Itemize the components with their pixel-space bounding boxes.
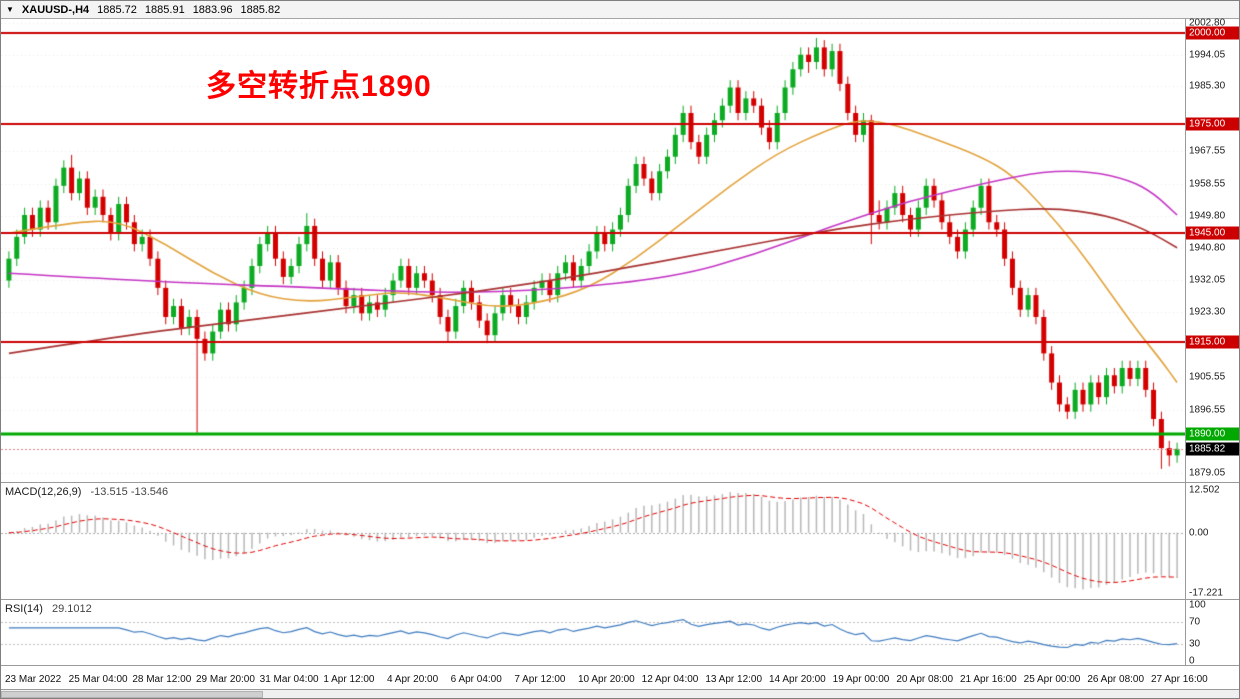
macd-indicator-label: MACD(12,26,9) -13.515 -13.546 [5, 486, 168, 498]
price-axis-label: 1994.05 [1189, 49, 1226, 61]
time-axis-label: 4 Apr 20:00 [387, 674, 439, 685]
time-axis-label: 21 Apr 16:00 [960, 674, 1017, 685]
rsi-axis-label: 0 [1189, 655, 1195, 667]
price-axis-label: 1879.05 [1189, 467, 1226, 479]
rsi-axis-label: 30 [1189, 638, 1201, 650]
quote-open: 1885.72 [97, 3, 137, 16]
price-axis-label: 1967.55 [1189, 145, 1226, 157]
macd-values: -13.515 -13.546 [90, 486, 169, 498]
hline-price-badge: 1945.00 [1186, 226, 1239, 240]
price-axis-label: 1958.55 [1189, 178, 1226, 190]
macd-panel: MACD(12,26,9) -13.515 -13.546 12.502 0.00… [1, 483, 1239, 600]
time-axis-label: 20 Apr 08:00 [896, 674, 954, 685]
time-axis-label: 7 Apr 12:00 [514, 674, 566, 685]
time-axis[interactable]: 23 Mar 2022 25 Mar 04:00 28 Mar 12:00 29 Ma… [1, 666, 1239, 690]
candlestick-canvas[interactable] [1, 19, 1185, 482]
price-axis-label: 1932.05 [1189, 274, 1226, 286]
bottom-scroll-track [1, 690, 1239, 698]
rsi-name: RSI(14) [5, 603, 43, 615]
time-axis-label: 14 Apr 20:00 [769, 674, 826, 685]
price-axis-label: 2002.80 [1189, 17, 1226, 29]
chart-title-bar: ▼ XAUUSD-,H4 1885.72 1885.91 1883.96 188… [1, 1, 1239, 19]
price-axis-label: 1905.55 [1189, 371, 1226, 383]
quote-low: 1883.96 [192, 3, 233, 16]
time-axis-label: 19 Apr 00:00 [832, 674, 890, 685]
time-axis-label: 26 Apr 08:00 [1087, 674, 1145, 685]
rsi-canvas[interactable] [1, 600, 1185, 665]
horizontal-scrollbar-thumb[interactable] [1, 691, 263, 698]
time-axis-label: 27 Apr 16:00 [1151, 674, 1208, 685]
time-axis-label: 10 Apr 20:00 [578, 674, 635, 685]
rsi-axis-label: 100 [1189, 599, 1206, 611]
time-axis-label: 1 Apr 12:00 [323, 674, 375, 685]
rsi-axis-label: 70 [1189, 616, 1201, 628]
time-axis-label: 6 Apr 04:00 [450, 674, 502, 685]
time-axis-label: 31 Mar 04:00 [259, 674, 319, 685]
price-axis-label: 1923.30 [1189, 306, 1226, 318]
price-axis-label: 1985.30 [1189, 80, 1226, 92]
time-axis-label: 12 Apr 04:00 [641, 674, 699, 685]
macd-canvas[interactable] [1, 483, 1185, 599]
rsi-panel: RSI(14) 29.1012 100 70 30 0 [1, 599, 1239, 667]
chart-text-annotation[interactable]: 多空转折点1890 [206, 70, 432, 103]
quote-high: 1885.91 [144, 3, 185, 16]
hline-price-badge: 1890.00 [1186, 427, 1239, 441]
hline-price-badge: 1915.00 [1186, 335, 1239, 349]
symbol-collapse-icon[interactable]: ▼ [6, 4, 14, 14]
macd-name: MACD(12,26,9) [5, 486, 82, 498]
time-axis-label: 13 Apr 12:00 [705, 674, 763, 685]
rsi-value: 29.1012 [51, 603, 92, 615]
price-axis-label: 1949.80 [1189, 210, 1226, 222]
time-axis-label: 25 Apr 00:00 [1023, 674, 1081, 685]
macd-axis-label: -17.221 [1189, 587, 1223, 599]
time-axis-label: 25 Mar 04:00 [68, 674, 128, 685]
time-axis-label: 29 Mar 20:00 [196, 674, 255, 685]
hline-price-badge: 2000.00 [1186, 26, 1239, 40]
current-price-badge: 1885.82 [1186, 442, 1239, 456]
time-axis-label: 23 Mar 2022 [5, 674, 62, 685]
rsi-axis[interactable]: 100 70 30 0 [1185, 599, 1239, 667]
rsi-indicator-label: RSI(14) 29.1012 [5, 603, 92, 615]
price-axis-label: 1940.80 [1189, 242, 1226, 254]
hline-price-badge: 1975.00 [1186, 117, 1239, 131]
macd-axis[interactable]: 12.502 0.00 -17.221 [1185, 483, 1239, 599]
macd-axis-label: 0.00 [1189, 527, 1209, 539]
price-axis-label: 1896.55 [1189, 404, 1226, 416]
symbol-timeframe-label: XAUUSD-,H4 [21, 3, 90, 16]
quote-close: 1885.82 [240, 3, 281, 16]
macd-axis-label: 12.502 [1189, 484, 1220, 496]
time-axis-label: 28 Mar 12:00 [132, 674, 192, 685]
price-axis[interactable]: 2002.80 1994.05 1985.30 1967.55 1958.55 1949.… [1185, 17, 1239, 482]
main-chart-panel: 多空转折点1890 2002.80 1994.05 1985.30 1967.55 19… [1, 17, 1239, 483]
